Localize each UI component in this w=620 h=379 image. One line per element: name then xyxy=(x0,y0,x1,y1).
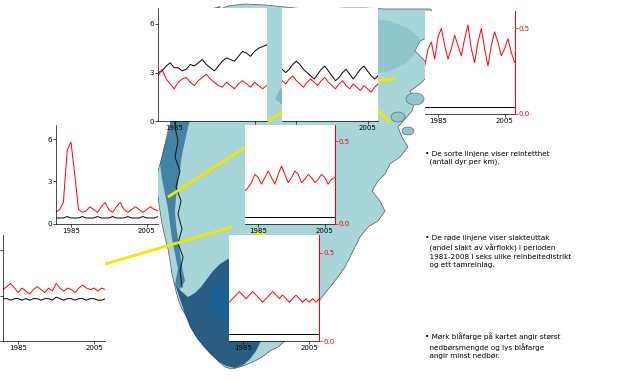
Polygon shape xyxy=(182,6,222,89)
Polygon shape xyxy=(155,4,440,369)
Text: • Mørk blåfarge på kartet angir størst
  nedbørsmengde og lys blåfarge
  angir m: • Mørk blåfarge på kartet angir størst n… xyxy=(425,333,560,359)
Polygon shape xyxy=(175,257,268,368)
Polygon shape xyxy=(275,77,340,111)
Ellipse shape xyxy=(391,112,405,122)
Polygon shape xyxy=(210,274,265,339)
Polygon shape xyxy=(310,19,420,74)
Text: • De røde linjene viser slakteuttak
  (andel slakt av vårflokk) i perioden
  198: • De røde linjene viser slakteuttak (and… xyxy=(425,235,571,268)
Ellipse shape xyxy=(402,127,414,135)
Text: • De sorte linjene viser reintetthet
  (antall dyr per km).: • De sorte linjene viser reintetthet (an… xyxy=(425,151,549,165)
Polygon shape xyxy=(160,71,198,289)
Ellipse shape xyxy=(406,93,424,105)
